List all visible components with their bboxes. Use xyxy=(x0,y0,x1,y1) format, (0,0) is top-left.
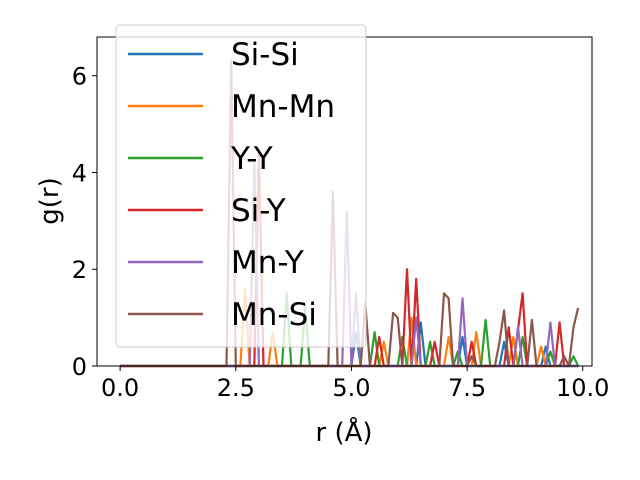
y-tick-label: 6 xyxy=(72,63,87,91)
legend-label: Y-Y xyxy=(230,141,273,177)
y-axis-label: g(r) xyxy=(35,177,65,224)
y-tick-label: 4 xyxy=(72,159,87,187)
x-tick-label: 5.0 xyxy=(332,374,370,402)
x-tick-label: 7.5 xyxy=(448,374,486,402)
legend-label: Si-Y xyxy=(231,193,286,229)
legend-label: Mn-Mn xyxy=(231,89,335,125)
x-tick-label: 10.0 xyxy=(556,374,609,402)
legend-label: Si-Si xyxy=(231,37,299,73)
y-tick-label: 0 xyxy=(72,353,87,381)
x-axis-ticks: 0.0 2.5 5.0 7.5 10.0 xyxy=(101,366,609,402)
x-axis-label: r (Å) xyxy=(315,416,372,448)
series-line-si-y xyxy=(120,152,579,368)
x-tick-label: 0.0 xyxy=(101,374,139,402)
legend: Si-Si Mn-Mn Y-Y Si-Y Mn-Y Mn-Si xyxy=(115,24,367,348)
x-tick-label: 2.5 xyxy=(217,374,255,402)
y-axis-ticks: 0 2 4 6 xyxy=(72,63,97,381)
y-tick-label: 2 xyxy=(72,256,87,284)
legend-label: Mn-Si xyxy=(231,297,317,333)
legend-label: Mn-Y xyxy=(231,245,304,281)
